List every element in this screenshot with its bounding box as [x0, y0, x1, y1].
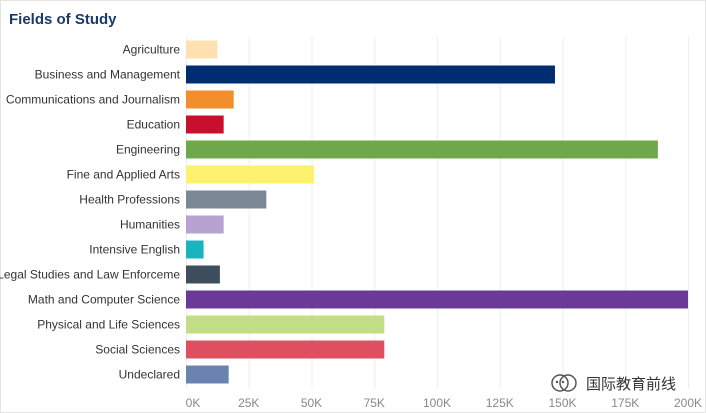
x-tick-label: 200K — [674, 396, 702, 410]
wechat-official-account-icon — [551, 374, 577, 392]
bar — [186, 140, 658, 159]
bar — [186, 65, 555, 84]
x-tick-label: 125K — [486, 396, 514, 410]
category-label: Intensive English — [89, 243, 180, 257]
bar — [186, 240, 204, 259]
category-label: Humanities — [120, 218, 180, 232]
category-label: Undeclared — [119, 368, 180, 382]
x-tick-label: 150K — [548, 396, 576, 410]
category-label: Fine and Applied Arts — [67, 168, 180, 182]
category-label: Social Sciences — [95, 343, 180, 357]
category-label: Communications and Journalism — [6, 93, 180, 107]
x-tick-label: 100K — [423, 396, 451, 410]
category-label: Physical and Life Sciences — [37, 318, 180, 332]
category-label: Education — [127, 118, 180, 132]
x-tick-label: 50K — [301, 396, 322, 410]
x-tick-label: 175K — [611, 396, 639, 410]
chart-title: Fields of Study — [9, 11, 117, 28]
category-label: Health Professions — [79, 193, 180, 207]
bar — [186, 340, 385, 359]
bar — [186, 40, 218, 59]
category-label: Math and Computer Science — [28, 293, 180, 307]
category-label: Engineering — [116, 143, 180, 157]
category-label: Legal Studies and Law Enforceme — [0, 268, 180, 282]
bar — [186, 365, 229, 384]
bar — [186, 315, 385, 334]
category-label: Business and Management — [35, 68, 181, 82]
x-tick-label: 0K — [186, 396, 201, 410]
bar — [186, 265, 220, 284]
bar — [186, 190, 267, 209]
x-tick-label: 75K — [364, 396, 385, 410]
watermark: 国际教育前线 — [548, 372, 676, 394]
category-label: Agriculture — [123, 43, 181, 57]
watermark-text: 国际教育前线 — [586, 375, 677, 393]
bar — [186, 290, 688, 309]
bar — [186, 215, 224, 234]
bar — [186, 90, 234, 109]
bar — [186, 115, 224, 134]
x-tick-label: 25K — [238, 396, 259, 410]
bar — [186, 165, 315, 184]
